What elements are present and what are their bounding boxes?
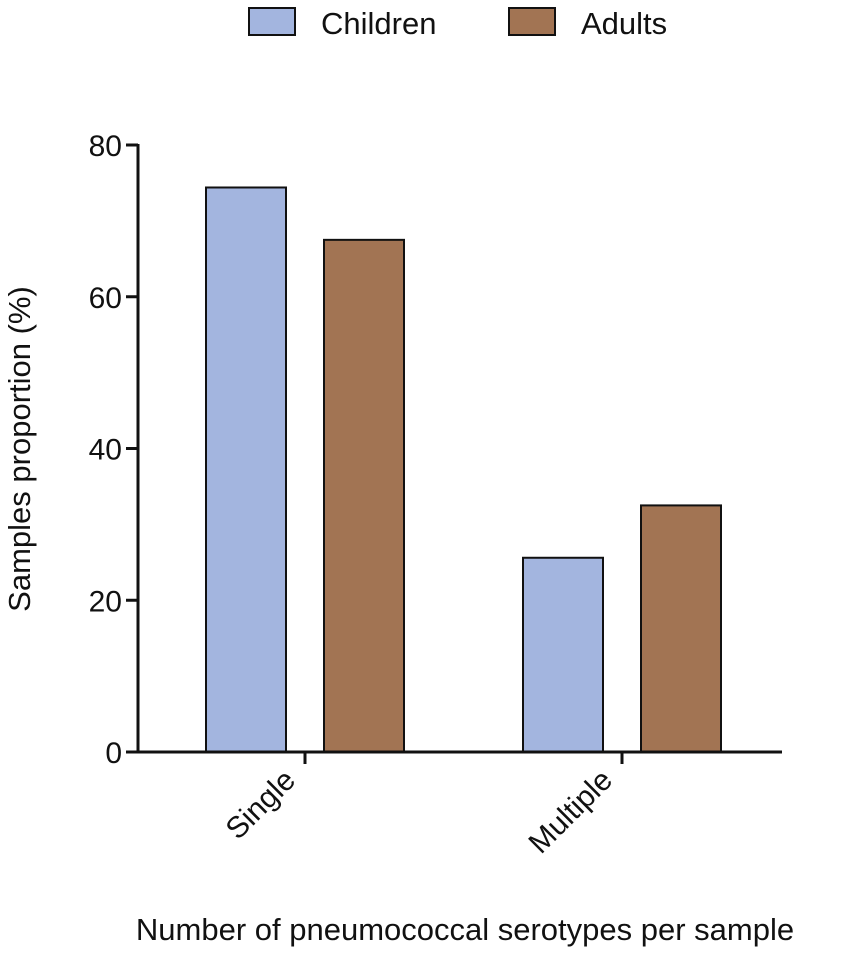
x-axis: Single Multiple [137,750,782,860]
y-tick-label: 60 [89,282,122,315]
legend-swatch-adults [508,7,556,36]
x-axis-title: Number of pneumococcal serotypes per sam… [136,912,794,947]
bar-adults-single [323,238,405,753]
y-tick-label: 40 [89,434,122,467]
bar-children-single [205,186,287,754]
y-tick-label: 0 [105,737,122,770]
bars [205,186,722,754]
y-axis: 0 20 40 60 80 [89,130,140,770]
y-tick-label: 80 [89,130,122,163]
legend: Children Adults [248,6,667,41]
legend-label-adults: Adults [581,6,667,41]
x-tick-label-single: Single [220,764,302,846]
y-tick-label: 20 [89,585,122,618]
legend-swatch-children [248,7,296,36]
bar-adults-multiple [640,504,722,753]
bar-children-multiple [522,556,604,754]
y-axis-title: Samples proportion (%) [2,286,37,612]
legend-label-children: Children [321,6,436,41]
x-tick-label-multiple: Multiple [523,764,619,860]
